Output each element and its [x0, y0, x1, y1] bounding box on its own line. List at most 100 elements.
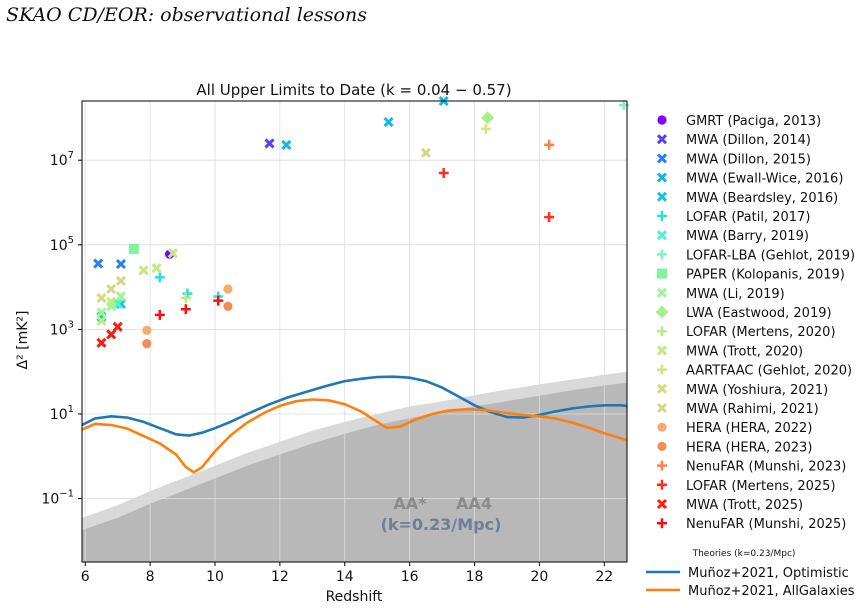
slide-header: SKAO CD/EOR: observational lessons	[6, 4, 367, 26]
sensitivity-bands	[82, 371, 627, 562]
legend-label: PAPER (Kolopanis, 2019)	[686, 268, 845, 283]
legend-marker	[656, 134, 668, 145]
legend-label: MWA (Rahimi, 2021)	[686, 402, 819, 417]
data-point	[96, 307, 107, 318]
data-point	[154, 309, 165, 320]
x-tick-label: 14	[336, 569, 354, 585]
data-point	[96, 337, 107, 348]
legend-item: MWA (Rahimi, 2021)	[656, 402, 819, 417]
legend-label: MWA (Trott, 2020)	[686, 344, 803, 359]
legend-label: LOFAR (Patil, 2017)	[686, 210, 810, 225]
data-point	[112, 321, 123, 332]
chart-title: All Upper Limits to Date (k = 0.04 − 0.5…	[196, 81, 511, 99]
theory-legend-item: Muñoz+2021, Optimistic	[646, 566, 849, 581]
data-point	[106, 296, 117, 307]
legend-label: HERA (HERA, 2023)	[686, 440, 812, 455]
data-point	[383, 116, 394, 128]
legend-label: GMRT (Paciga, 2013)	[686, 114, 821, 129]
data-point	[115, 259, 126, 270]
legend: GMRT (Paciga, 2013) MWA (Dillon, 2014) MWA…	[655, 114, 855, 532]
legend-label: NenuFAR (Munshi, 2023)	[686, 460, 846, 475]
legend-marker	[656, 191, 668, 202]
legend-marker	[657, 518, 667, 529]
legend-item: MWA (Trott, 2025)	[656, 498, 803, 513]
legend-item: HERA (HERA, 2023)	[657, 440, 812, 455]
legend-label: MWA (Trott, 2025)	[686, 498, 803, 513]
axis-ticks: 6 8 10 12 14 16 18 20 22 10−1 101 103 105 107	[41, 150, 613, 585]
x-tick-label: 22	[595, 569, 613, 585]
x-tick-label: 10	[206, 569, 224, 585]
data-point	[138, 265, 149, 276]
legend-item: AARTFAAC (Gehlot, 2020)	[657, 364, 852, 379]
plot-frame	[81, 100, 628, 563]
legend-label: LWA (Eastwood, 2019)	[686, 306, 832, 321]
legend-label: HERA (HERA, 2022)	[686, 421, 812, 436]
data-point	[96, 293, 107, 304]
y-tick-label: 103	[50, 319, 74, 338]
data-point	[438, 167, 449, 178]
data-point	[96, 315, 107, 326]
legend-label: MWA (Ewall-Wice, 2016)	[686, 172, 843, 187]
legend-item: NenuFAR (Munshi, 2023)	[657, 460, 846, 475]
theory-legend-label: Muñoz+2021, AllGalaxies	[688, 584, 855, 599]
data-point	[154, 272, 165, 283]
data-points	[93, 96, 629, 349]
legend-item: MWA (Dillon, 2015)	[656, 152, 811, 167]
data-point	[544, 139, 555, 150]
theory-legend-item: Muñoz+2021, AllGalaxies	[646, 584, 855, 599]
theory-line	[82, 375, 627, 437]
legend-marker	[657, 422, 667, 432]
data-point	[106, 283, 117, 295]
data-point	[128, 243, 139, 254]
legend-marker	[656, 345, 668, 356]
data-point	[106, 329, 117, 340]
legend-label: LOFAR (Mertens, 2020)	[686, 325, 836, 340]
y-tick-label: 101	[50, 404, 74, 423]
data-point	[223, 301, 233, 311]
y-tick-label: 105	[50, 235, 74, 254]
y-tick-label: 107	[50, 150, 74, 169]
legend-label: NenuFAR (Munshi, 2025)	[686, 517, 846, 532]
legend-marker	[657, 479, 667, 490]
x-tick-label: 8	[146, 569, 155, 585]
data-point	[481, 111, 495, 125]
legend-item: PAPER (Kolopanis, 2019)	[657, 268, 845, 283]
data-point	[223, 284, 233, 294]
legend-item: LOFAR-LBA (Gehlot, 2019)	[657, 248, 855, 263]
data-point	[167, 248, 178, 259]
theory-legend-title: Theories (k=0.23/Mpc)	[692, 549, 796, 559]
sensitivity-labels: AA* AA4 (k=0.23/Mpc)	[381, 494, 502, 534]
data-point	[93, 258, 104, 269]
data-point	[115, 291, 126, 302]
legend-marker	[656, 172, 668, 183]
k-note-label: (k=0.23/Mpc)	[381, 515, 502, 534]
legend-item: MWA (Beardsley, 2016)	[656, 191, 838, 206]
legend-item: LWA (Eastwood, 2019)	[655, 305, 832, 321]
x-tick-label: 16	[401, 569, 419, 585]
theory-legend-label: Muñoz+2021, Optimistic	[688, 566, 849, 581]
data-point	[142, 339, 152, 349]
legend-marker	[656, 383, 668, 394]
data-point	[151, 263, 162, 274]
data-point	[180, 293, 191, 304]
aa-star-label: AA*	[393, 494, 427, 513]
aa4-band	[82, 382, 627, 562]
legend-label: MWA (Beardsley, 2016)	[686, 191, 838, 206]
legend-marker	[657, 211, 667, 221]
legend-item: NenuFAR (Munshi, 2025)	[657, 517, 846, 532]
legend-label: MWA (Barry, 2019)	[686, 229, 809, 244]
grid	[82, 101, 627, 562]
data-point	[544, 212, 555, 223]
x-axis-label: Redshift	[326, 589, 383, 605]
legend-item: GMRT (Paciga, 2013)	[657, 114, 821, 129]
legend-label: MWA (Dillon, 2015)	[686, 152, 811, 167]
y-axis-label: Δ² [mK²]	[15, 311, 31, 370]
legend-item: MWA (Dillon, 2014)	[656, 133, 811, 148]
legend-marker	[657, 249, 667, 260]
legend-label: MWA (Yoshiura, 2021)	[686, 383, 828, 398]
legend-marker	[657, 441, 667, 451]
legend-label: LOFAR-LBA (Gehlot, 2019)	[686, 248, 855, 263]
data-point	[264, 138, 275, 149]
legend-label: LOFAR (Mertens, 2025)	[686, 479, 836, 494]
